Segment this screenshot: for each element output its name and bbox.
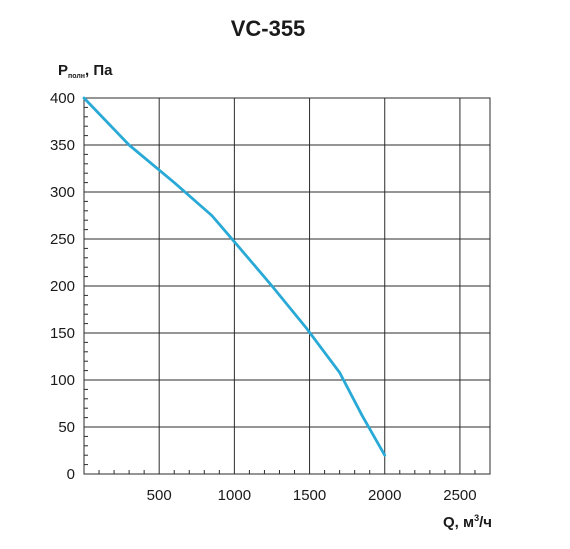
y-tick-label: 250 (50, 231, 75, 248)
y-tick-label: 100 (50, 372, 75, 389)
y-axis-label-suffix: , Па (85, 62, 113, 79)
series-line-1 (82, 96, 387, 457)
y-tick-label: 300 (50, 184, 75, 201)
x-axis-label: Q, м3/ч (443, 513, 492, 531)
chart-title: VC-355 (231, 16, 306, 41)
y-axis-label: Pполн, Па (58, 62, 113, 80)
grid (83, 97, 491, 475)
data-point (338, 371, 341, 374)
x-tick-label: 2000 (368, 487, 401, 504)
data-point (128, 144, 130, 146)
y-tick-label: 350 (50, 137, 75, 154)
series (82, 96, 387, 457)
y-tick-label: 150 (50, 325, 75, 342)
data-point (211, 214, 213, 217)
x-tick-label: 2500 (443, 487, 476, 504)
x-axis-label-main: Q, м (443, 514, 474, 531)
data-point (233, 241, 236, 243)
x-axis-label-sup: 3 (474, 513, 479, 523)
x-tick-label: 1500 (293, 487, 326, 504)
y-tick-label: 400 (50, 90, 75, 107)
x-tick-label: 1000 (218, 487, 251, 504)
y-tick-label: 200 (50, 278, 75, 295)
x-tick-label: 500 (147, 487, 172, 504)
y-tick-label: 50 (58, 419, 75, 436)
x-axis-label-suffix: /ч (479, 514, 492, 531)
data-point (383, 454, 386, 457)
data-point (173, 181, 176, 184)
tick-labels: 0 50 100 150 200 250 300 350 400 500 1000 1500 2000 2… (50, 90, 477, 504)
data-point (83, 97, 85, 99)
data-point (305, 327, 308, 330)
y-tick-label: 0 (67, 466, 75, 483)
data-point (361, 414, 363, 417)
y-axis-label-sub: полн (68, 73, 85, 80)
y-axis-label-main: P (58, 62, 68, 79)
data-point (271, 285, 273, 287)
